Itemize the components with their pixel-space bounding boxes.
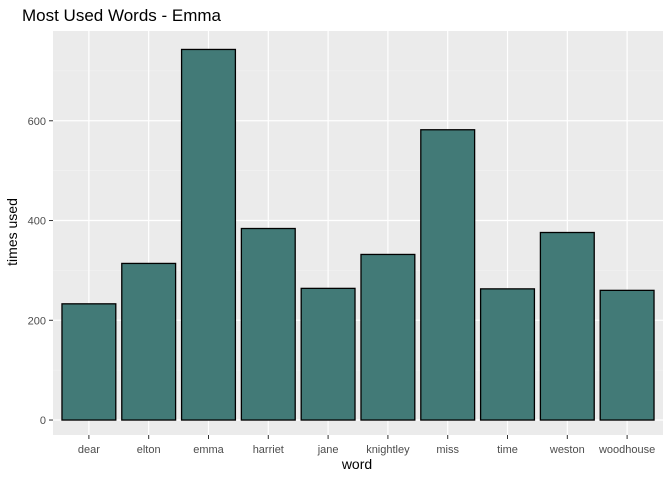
bar-miss	[420, 129, 476, 421]
y-axis-title: times used	[4, 198, 20, 266]
x-tick-label-woodhouse: woodhouse	[598, 444, 655, 456]
x-tick-label-jane: jane	[317, 444, 339, 456]
y-tick-label: 600	[28, 116, 46, 128]
x-axis-title: word	[341, 456, 372, 472]
x-tick-label-emma: emma	[193, 444, 224, 456]
bar-knightley	[360, 253, 416, 421]
y-axis: 0 200 400 600	[28, 116, 53, 427]
x-tick-label-time: time	[497, 444, 518, 456]
bar-elton	[121, 262, 177, 421]
y-tick-label: 200	[28, 315, 46, 327]
y-tick-label: 400	[28, 216, 46, 228]
x-tick-label-knightley: knightley	[366, 444, 410, 456]
x-tick-label-harriet: harriet	[253, 444, 284, 456]
bar-dear	[61, 303, 117, 421]
bars	[61, 48, 655, 421]
bar-weston	[539, 231, 595, 421]
x-tick-label-dear: dear	[78, 444, 100, 456]
x-tick-label-miss: miss	[436, 444, 459, 456]
bar-emma	[180, 48, 237, 421]
bar-jane	[300, 287, 356, 421]
bar-harriet	[240, 227, 296, 421]
y-tick-label: 0	[40, 415, 46, 427]
bar-woodhouse	[599, 289, 655, 421]
x-axis: dear elton emma harriet jane knightley miss tim…	[78, 435, 655, 456]
bar-time	[479, 288, 536, 421]
chart-title: Most Used Words - Emma	[22, 6, 222, 25]
x-tick-label-elton: elton	[137, 444, 161, 456]
x-tick-label-weston: weston	[549, 444, 585, 456]
